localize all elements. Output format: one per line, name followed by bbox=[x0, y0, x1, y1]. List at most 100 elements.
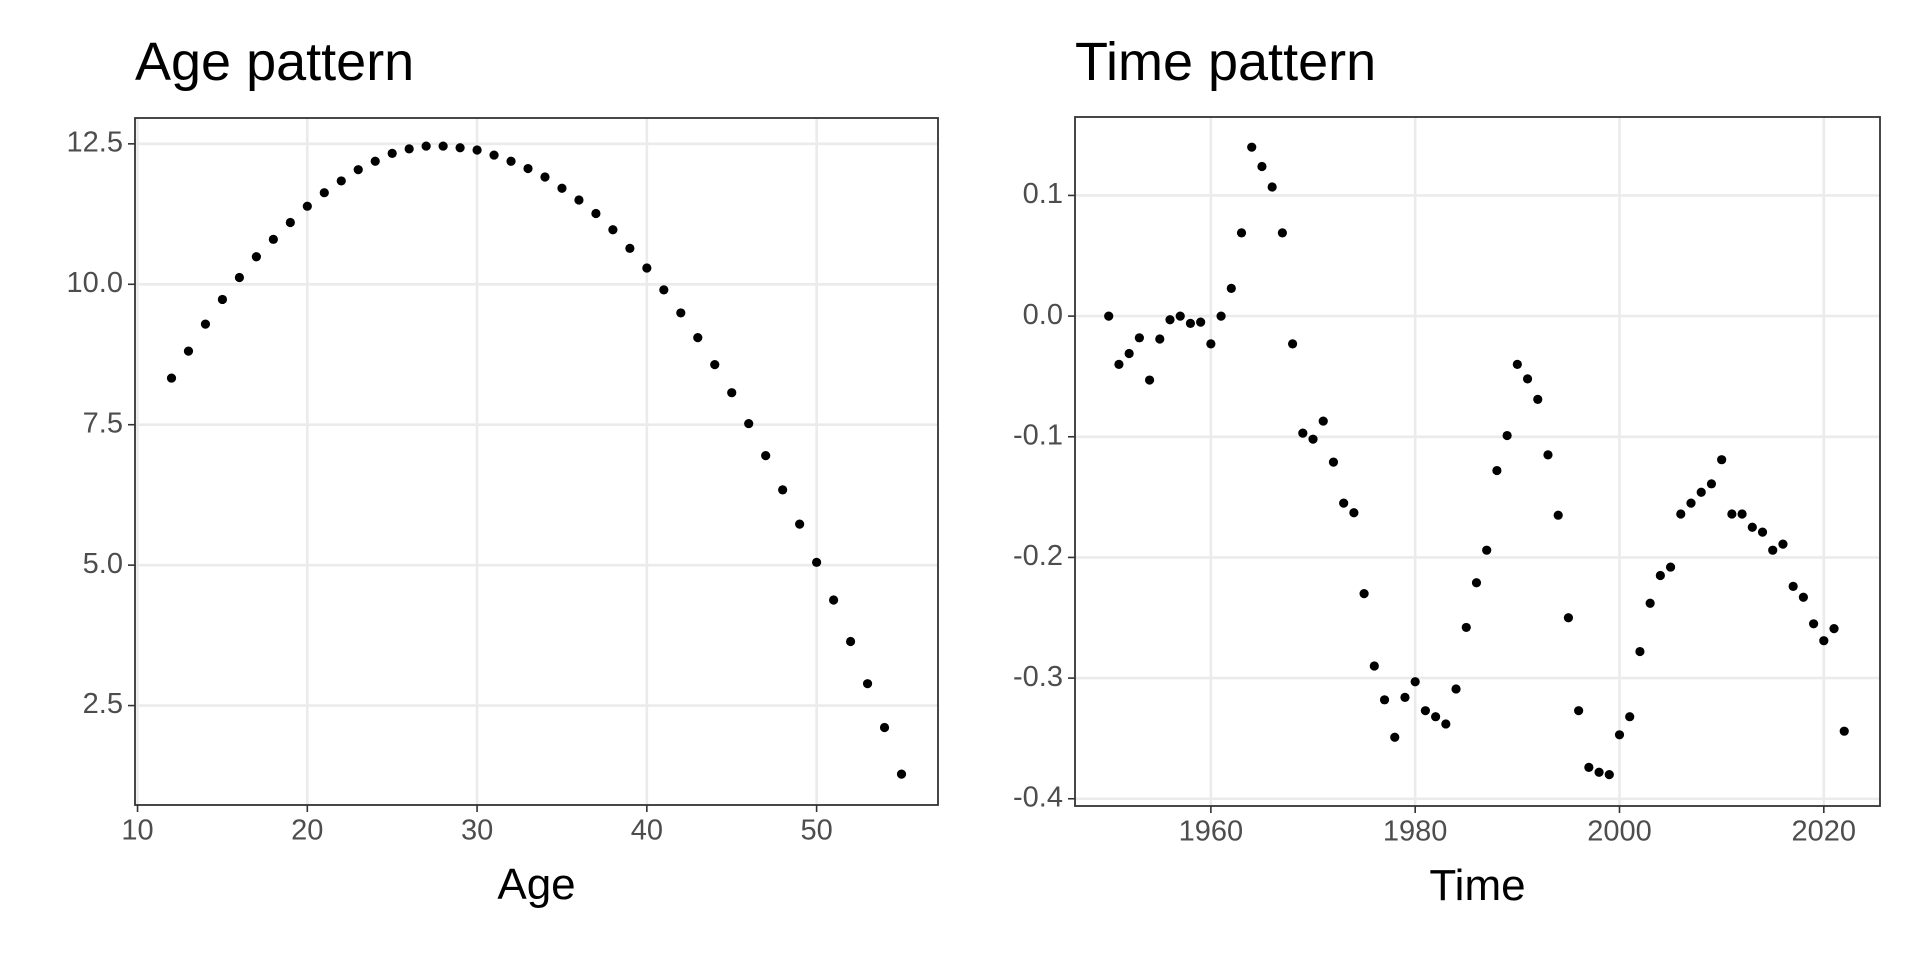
point bbox=[1369, 661, 1379, 671]
point bbox=[1696, 487, 1706, 497]
point bbox=[370, 156, 380, 166]
point bbox=[166, 373, 177, 383]
point bbox=[1155, 334, 1165, 344]
point bbox=[778, 485, 788, 495]
point bbox=[489, 150, 499, 160]
y-tick-label: 7.5 bbox=[83, 407, 123, 439]
point bbox=[540, 172, 550, 182]
point bbox=[1339, 498, 1349, 508]
point bbox=[1236, 228, 1247, 238]
chart-title: Age pattern bbox=[135, 32, 414, 92]
point bbox=[1431, 712, 1441, 722]
point bbox=[404, 144, 414, 154]
point bbox=[1778, 539, 1788, 549]
point bbox=[234, 272, 245, 283]
point bbox=[1788, 581, 1798, 591]
point bbox=[1655, 570, 1665, 581]
point bbox=[879, 722, 890, 733]
point bbox=[1512, 359, 1522, 369]
point bbox=[1522, 374, 1533, 384]
point bbox=[1747, 522, 1757, 532]
point bbox=[625, 243, 635, 253]
point bbox=[1563, 613, 1574, 623]
point bbox=[1410, 677, 1420, 687]
plot-border bbox=[1074, 116, 1881, 807]
point bbox=[1808, 619, 1819, 629]
y-tick-label: -0.3 bbox=[1013, 661, 1063, 693]
point bbox=[438, 141, 448, 151]
point bbox=[710, 360, 720, 370]
point bbox=[506, 156, 516, 166]
point bbox=[642, 263, 652, 273]
point bbox=[1614, 730, 1625, 740]
point bbox=[1441, 719, 1451, 729]
x-axis-title: Time bbox=[1429, 861, 1525, 910]
point bbox=[472, 145, 482, 155]
point bbox=[1175, 311, 1185, 321]
y-tick-label: 0.0 bbox=[1023, 299, 1063, 331]
point bbox=[1196, 317, 1206, 327]
point bbox=[1185, 318, 1196, 328]
x-axis-title: Age bbox=[497, 860, 575, 909]
point bbox=[285, 217, 295, 228]
point bbox=[1226, 283, 1236, 293]
point bbox=[1676, 509, 1686, 519]
point bbox=[1574, 706, 1584, 716]
y-tick-label: 2.5 bbox=[83, 688, 123, 720]
point bbox=[862, 679, 873, 689]
point bbox=[574, 195, 584, 205]
point bbox=[1420, 706, 1430, 716]
point bbox=[1839, 726, 1849, 736]
point bbox=[1533, 394, 1543, 404]
point bbox=[557, 183, 567, 193]
point bbox=[421, 141, 431, 151]
point bbox=[1727, 509, 1737, 519]
point bbox=[1798, 592, 1808, 602]
point bbox=[1400, 692, 1410, 703]
point bbox=[1277, 228, 1287, 238]
point bbox=[1379, 695, 1390, 705]
point bbox=[591, 208, 601, 219]
point bbox=[693, 333, 703, 343]
point bbox=[1768, 545, 1778, 555]
y-tick-label: 5.0 bbox=[83, 548, 123, 580]
point bbox=[1134, 333, 1144, 343]
point bbox=[1114, 359, 1124, 369]
point bbox=[1298, 428, 1308, 438]
x-tick-label: 50 bbox=[800, 815, 832, 847]
point bbox=[744, 418, 754, 429]
y-tick-label: -0.4 bbox=[1013, 781, 1063, 813]
point bbox=[1717, 455, 1727, 465]
point bbox=[1257, 161, 1267, 172]
y-tick-label: -0.1 bbox=[1013, 419, 1063, 451]
point bbox=[812, 557, 822, 567]
y-tick-label: 0.1 bbox=[1023, 178, 1063, 210]
x-tick-label: 1980 bbox=[1383, 816, 1448, 848]
point bbox=[353, 165, 363, 175]
point bbox=[1328, 457, 1339, 467]
point bbox=[302, 201, 312, 211]
y-tick-label: -0.2 bbox=[1013, 540, 1063, 572]
plot-border bbox=[134, 117, 939, 806]
point bbox=[1482, 545, 1492, 555]
point bbox=[268, 234, 278, 244]
x-tick-label: 10 bbox=[121, 815, 153, 847]
point bbox=[1584, 762, 1594, 772]
point bbox=[1706, 479, 1717, 489]
point bbox=[761, 451, 771, 461]
point bbox=[1645, 598, 1655, 608]
point bbox=[1829, 624, 1839, 634]
point bbox=[795, 519, 805, 529]
x-tick-label: 20 bbox=[291, 815, 323, 847]
point bbox=[608, 225, 618, 235]
x-tick-label: 2000 bbox=[1587, 816, 1652, 848]
point bbox=[1553, 510, 1563, 520]
point bbox=[1124, 348, 1134, 359]
point bbox=[336, 176, 346, 186]
point bbox=[1308, 434, 1318, 444]
point bbox=[1594, 767, 1604, 777]
point bbox=[387, 148, 397, 158]
point bbox=[1819, 636, 1829, 646]
